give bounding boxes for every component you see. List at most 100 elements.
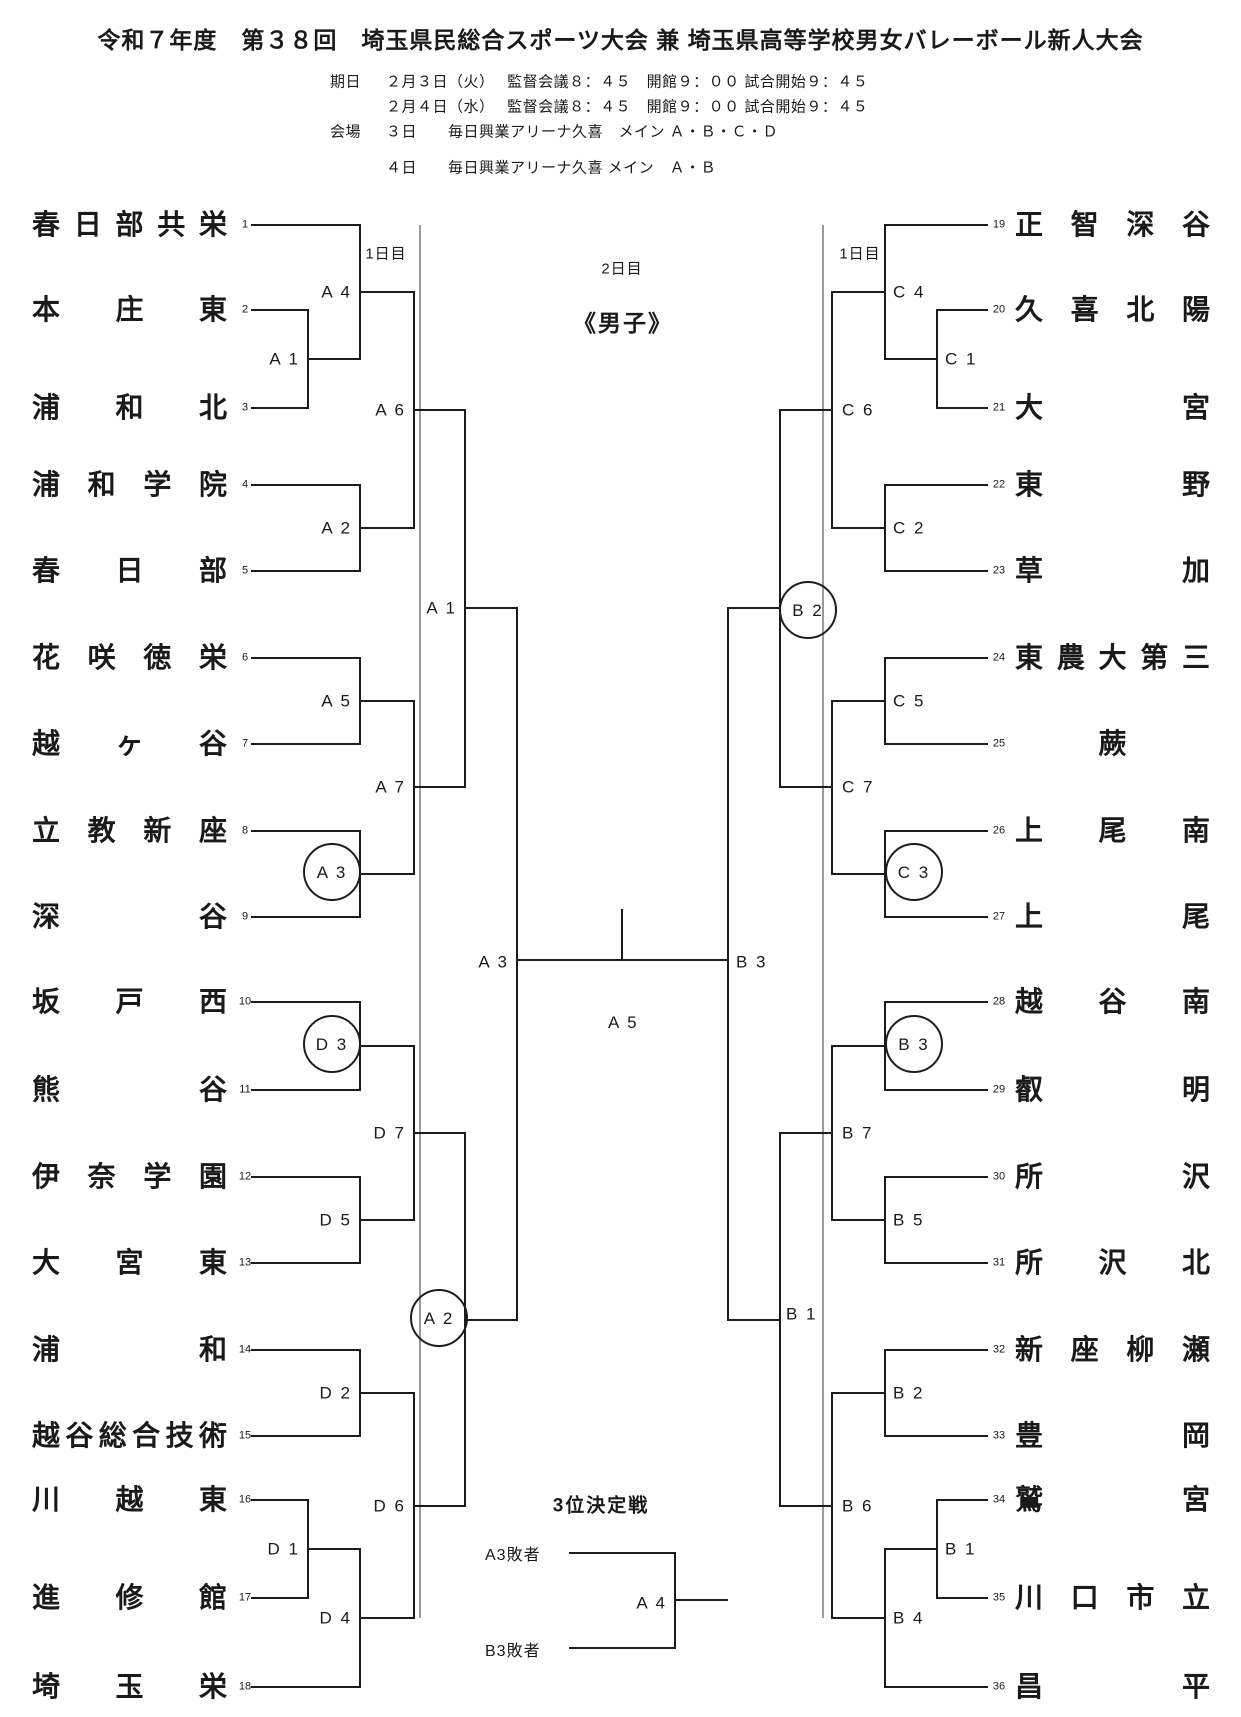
team-name-char: 第 [1140,642,1169,673]
team-name-char: 陽 [1181,294,1210,325]
match-label: C 5 [893,691,926,711]
team-name-char: 喜 [1070,294,1099,325]
team-seed-number: 12 [238,1170,252,1183]
team-name-char: 和 [115,392,144,423]
bracket-line-horizontal [464,1319,518,1321]
team-seed-number: 31 [992,1256,1006,1269]
team-seed-number: 19 [992,218,1006,231]
team-line [884,916,988,918]
team-name-char: 農 [1056,642,1085,673]
team-line [251,1686,361,1688]
team-name-char: 明 [1181,1074,1210,1105]
bracket-line-horizontal [413,409,466,411]
team-name: 上尾 [1015,903,1210,931]
team-name-char: 修 [115,1582,144,1613]
match-label: C 2 [893,518,926,538]
match-label: A 2 [321,518,352,538]
match-circle: B 3 [885,1015,943,1073]
bracket-line-vertical [359,1176,361,1264]
team-line [884,570,988,572]
team-name-char: 技 [165,1420,194,1451]
team-name-char: 深 [32,901,61,932]
team-name: 越谷南 [1015,988,1210,1016]
team-name-char: 三 [1181,642,1210,673]
team-name-char: 東 [1015,642,1044,673]
bracket-line-horizontal [464,607,518,609]
bracket-line-vertical [779,1132,781,1507]
team-name-char: 上 [1015,901,1044,932]
team-name-char: 埼 [32,1671,61,1702]
bracket-line-vertical [884,657,886,745]
team-name-char: 坂 [32,986,61,1017]
team-name-char: 浦 [32,469,61,500]
team-seed-number: 7 [241,737,249,750]
team-name-char: 東 [198,1247,227,1278]
team-name-char: 立 [1181,1582,1210,1613]
team-name-char: 奈 [87,1161,116,1192]
team-name-char: 所 [1015,1161,1044,1192]
team-name: 所沢北 [1015,1249,1210,1277]
bracket-line-horizontal [831,1617,886,1619]
team-name: 越ヶ谷 [32,730,227,758]
team-name-char: 東 [1015,469,1044,500]
bracket-line-vertical [359,1349,361,1437]
team-name-char: 日 [115,555,144,586]
match-label: A 1 [426,598,457,618]
champion-line [621,909,623,961]
team-name-char: 鷲 [1015,1484,1044,1515]
bracket-line-vertical [307,309,309,409]
team-seed-number: 36 [992,1680,1006,1693]
bracket-line-horizontal [569,1552,676,1554]
third-place-slot-b: B3敗者 [485,1643,541,1660]
bracket-line-vertical [884,484,886,572]
team-name: 所沢 [1015,1163,1210,1191]
team-name-char: 総 [98,1420,127,1451]
bracket-line-vertical [884,224,886,360]
bracket-line-horizontal [779,409,833,411]
team-name-char: 伊 [32,1161,61,1192]
match-label: C 6 [842,400,875,420]
team-seed-number: 27 [992,910,1006,923]
team-name-char: 谷 [1098,986,1127,1017]
team-name-char: 上 [1015,815,1044,846]
team-name-char: 日 [73,209,102,240]
bracket-line-vertical [464,409,466,788]
match-label: A 5 [321,691,352,711]
team-seed-number: 11 [239,1083,251,1096]
team-name-char: 加 [1181,555,1210,586]
team-name-char: 部 [115,209,144,240]
match-label: D 4 [319,1608,352,1628]
team-line [251,484,361,486]
team-name-char: 尾 [1098,815,1127,846]
bracket-line-horizontal [884,358,938,360]
match-label: A 1 [269,349,300,369]
team-name: 春日部 [32,557,227,585]
team-name-char: 野 [1181,469,1210,500]
team-name-char: 南 [1181,815,1210,846]
team-line [251,407,309,409]
team-seed-number: 25 [992,737,1006,750]
team-line [936,407,988,409]
schedule-date-label: 期日 [330,73,362,91]
team-name-char: 越 [1015,986,1044,1017]
bracket-line-vertical [359,224,361,360]
match-label: A 3 [478,952,509,972]
bracket-line-vertical [307,1499,309,1599]
team-name-char: 栄 [198,209,227,240]
bracket-line-vertical [413,291,415,529]
team-name: 東野 [1015,471,1210,499]
team-name-char: 越 [32,1420,61,1451]
team-name-char: 谷 [198,901,227,932]
bracket-line-vertical [413,700,415,875]
team-line [251,1089,361,1091]
team-line [251,1597,309,1599]
team-name: 本庄東 [32,296,227,324]
bracket-line-horizontal [307,1548,361,1550]
team-name-char: 川 [1015,1582,1044,1613]
team-name-char: 谷 [198,1074,227,1105]
bracket-line-horizontal [779,786,833,788]
team-line [251,657,361,659]
bracket-line-horizontal [359,527,415,529]
team-name: 熊谷 [32,1076,227,1104]
team-line [936,1499,988,1501]
